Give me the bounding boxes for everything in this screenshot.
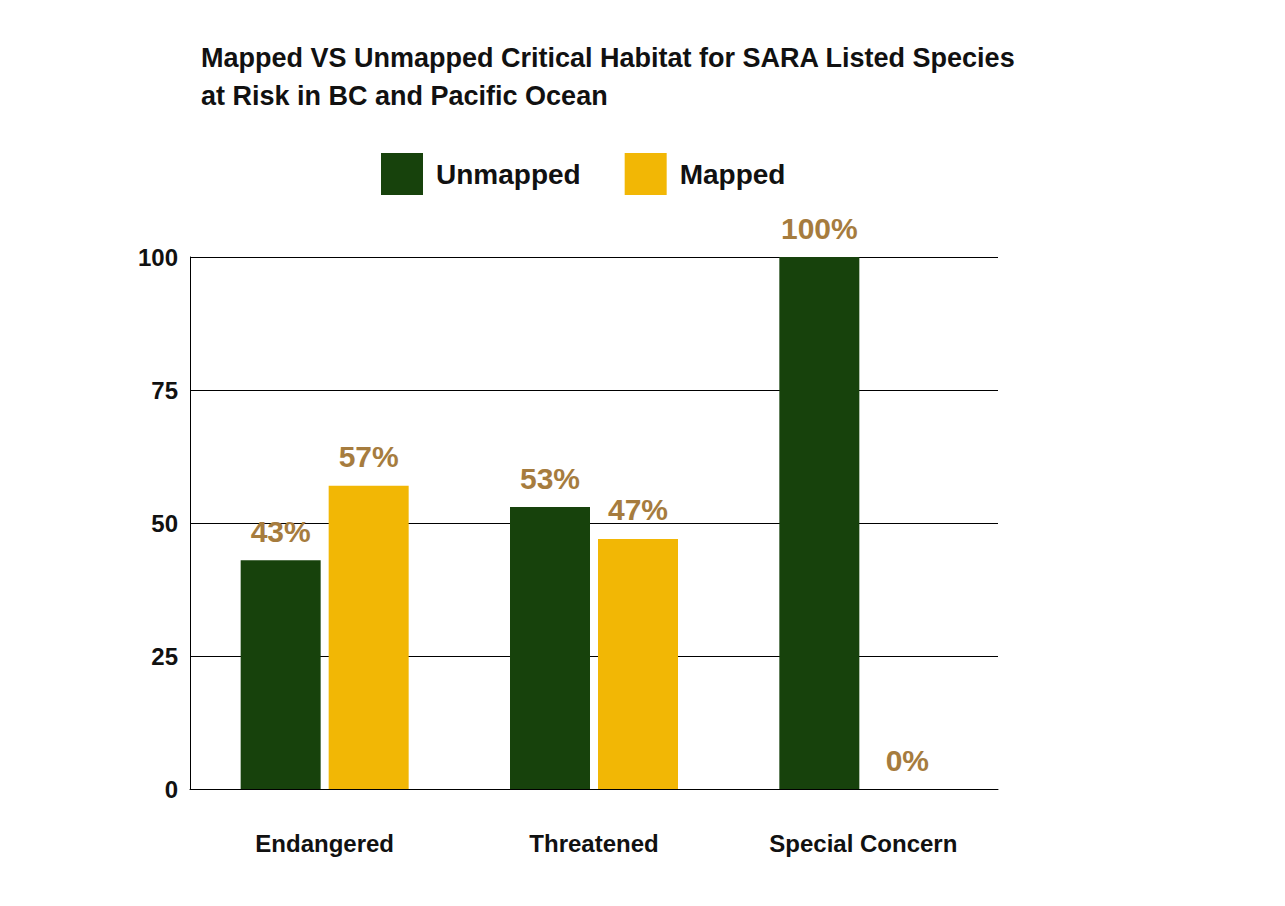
svg-text:Mapped VS Unmapped Critical Ha: Mapped VS Unmapped Critical Habitat for … <box>201 43 1015 73</box>
svg-text:Endangered: Endangered <box>255 830 394 857</box>
svg-text:50: 50 <box>151 510 178 537</box>
svg-text:100: 100 <box>138 244 178 271</box>
svg-text:47%: 47% <box>608 493 668 526</box>
svg-text:0: 0 <box>165 776 178 803</box>
svg-text:100%: 100% <box>781 212 858 245</box>
svg-text:Mapped: Mapped <box>680 159 786 190</box>
svg-text:25: 25 <box>151 643 178 670</box>
svg-text:Threatened: Threatened <box>529 830 658 857</box>
svg-text:43%: 43% <box>251 515 311 548</box>
svg-text:Unmapped: Unmapped <box>436 159 581 190</box>
svg-text:75: 75 <box>151 377 178 404</box>
svg-text:Special Concern: Special Concern <box>769 830 957 857</box>
svg-text:53%: 53% <box>520 462 580 495</box>
svg-text:0%: 0% <box>886 744 929 777</box>
svg-text:at Risk in BC and Pacific Ocea: at Risk in BC and Pacific Ocean <box>201 81 608 111</box>
svg-text:57%: 57% <box>339 440 399 473</box>
